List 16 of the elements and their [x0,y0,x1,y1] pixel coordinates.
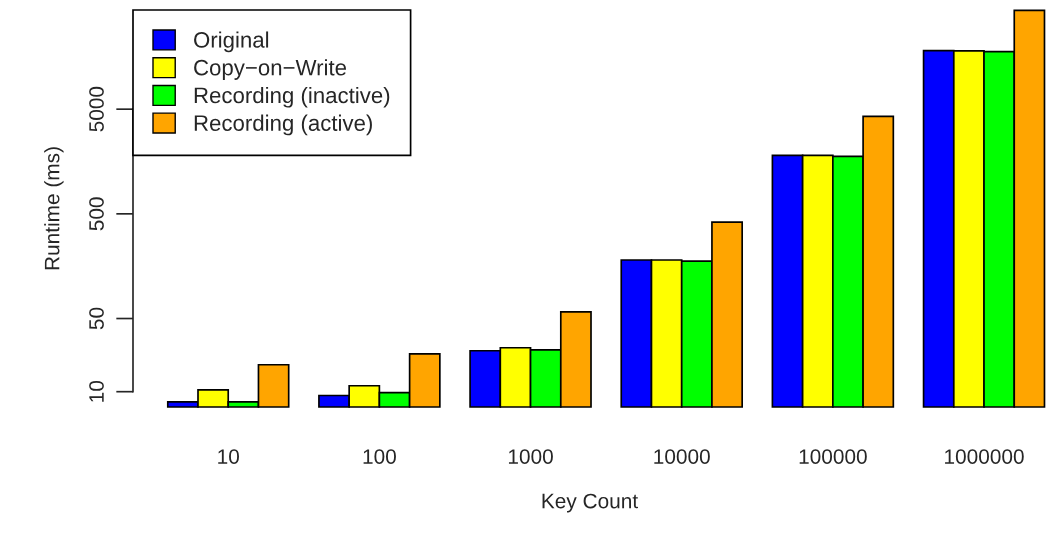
legend-label: Copy−on−Write [194,59,347,80]
x-tick-label: 10 [218,449,239,464]
x-axis-title: Key Count [542,493,638,513]
x-tick-label: 100000 [799,449,867,464]
x-tick-label: 10000 [654,449,710,464]
x-tick-label: 1000 [508,449,553,464]
legend-label: Original [194,31,269,53]
y-tick-label: 500 [89,197,104,231]
y-tick-label: 5000 [89,86,104,132]
legend-label: Recording (inactive) [194,86,390,108]
x-tick-label: 100 [363,449,396,464]
y-axis-title: Runtime (ms) [44,147,64,270]
y-tick-label: 10 [89,380,104,402]
legend-label: Recording (active) [194,114,372,136]
y-tick-label: 50 [89,307,104,330]
x-tick-label: 1000000 [945,449,1024,464]
